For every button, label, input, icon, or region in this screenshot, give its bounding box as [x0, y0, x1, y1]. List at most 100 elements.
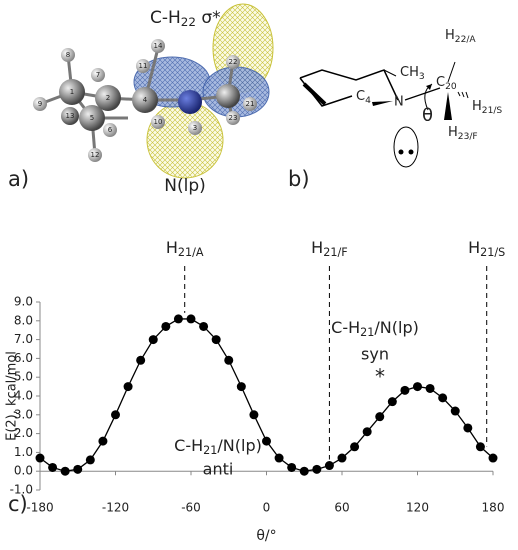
y-tick-label: 5.0	[14, 370, 33, 384]
data-point	[98, 436, 108, 446]
bold-bond	[302, 82, 327, 106]
arrow-head	[426, 84, 432, 90]
atom	[103, 123, 117, 137]
x-tick-label: 180	[482, 501, 505, 515]
lone-pair	[393, 126, 419, 168]
x-tick-label: 60	[334, 501, 349, 515]
wedge-bond	[372, 101, 393, 106]
orbital-lobe	[146, 101, 224, 179]
data-point	[450, 406, 460, 416]
atom-label: 3	[193, 124, 197, 132]
data-point	[463, 423, 473, 433]
atom	[61, 107, 79, 125]
atom-label: H21/S	[472, 99, 502, 116]
electron	[398, 149, 404, 155]
atom-label: 11	[139, 62, 148, 70]
atom	[59, 79, 85, 105]
label-main: H	[311, 238, 323, 257]
data-point	[262, 436, 271, 446]
y-axis-label: E(2), kcal/mol	[5, 351, 20, 441]
data-point	[85, 455, 95, 465]
atom-label: H22/A	[445, 28, 476, 45]
x-axis-label: θ/°	[256, 528, 276, 544]
x-tick-label: -120	[102, 501, 129, 515]
atom	[79, 105, 105, 131]
wedge-bond	[444, 92, 452, 120]
y-tick-label: 4.0	[14, 389, 33, 403]
data-point	[35, 453, 45, 463]
panel-b: CH3 H22/A C20 H21/S C4 N θ H23/F b)	[288, 28, 502, 192]
data-point	[413, 382, 422, 392]
data-point	[111, 410, 120, 420]
electron	[408, 149, 414, 155]
data-point	[199, 321, 209, 331]
atom	[243, 97, 257, 111]
data-point	[148, 335, 158, 345]
y-tick-label: 6.0	[14, 351, 33, 365]
atom	[95, 85, 121, 111]
bond	[447, 61, 456, 83]
data-point	[324, 461, 334, 471]
data-point	[161, 321, 171, 331]
label-main: C-H	[331, 318, 360, 337]
data-point	[186, 314, 196, 324]
x-tick-label: -180	[26, 501, 53, 515]
atom-label: 14	[154, 42, 163, 50]
data-point	[60, 466, 70, 476]
chart: -1.0 0.0 1.0 2.0 3.0 4.0 5.0 6.0 7.0 8.0 9.0 -180 -1…	[5, 238, 506, 545]
label-rest: /N(lp)	[217, 436, 261, 455]
atom-label: 22	[229, 58, 238, 66]
y-tick-label: 9.0	[14, 295, 33, 309]
data-point	[475, 442, 485, 452]
atom-label: 1	[70, 88, 74, 96]
atom-label: 23	[229, 114, 238, 122]
atom	[132, 87, 158, 113]
y-tick-label: 7.0	[14, 332, 33, 346]
data-point	[438, 393, 448, 403]
panel-label: a)	[8, 167, 29, 191]
atom-label: 2	[106, 94, 110, 102]
atom	[226, 111, 240, 125]
data-point	[274, 453, 284, 463]
data-point	[48, 462, 58, 472]
atom	[178, 90, 202, 114]
data-point	[488, 453, 498, 463]
data-point	[350, 442, 360, 452]
ring	[299, 69, 399, 107]
atom-label: 4	[143, 96, 148, 104]
data-point	[287, 462, 297, 472]
data-point	[362, 427, 372, 437]
marker-label: H21/S	[468, 238, 505, 260]
atom	[61, 48, 75, 62]
y-tick-label: 1.0	[14, 445, 33, 459]
x-tick-label: -60	[181, 501, 201, 515]
atom-label: H23/F	[448, 125, 478, 142]
data-point	[236, 382, 246, 392]
atom	[136, 59, 150, 73]
data-point	[299, 466, 309, 476]
data-point	[173, 314, 183, 324]
atom-label: C20	[436, 75, 457, 92]
y-tick-label: 8.0	[14, 313, 33, 327]
atom-label: 9	[38, 100, 42, 108]
atom	[188, 121, 202, 135]
y-tick-label: 0.0	[14, 464, 33, 478]
data-point	[312, 464, 322, 474]
hash-bond	[457, 91, 469, 99]
panel-label: b)	[288, 167, 310, 191]
label-main: H	[166, 238, 178, 257]
annotation: syn	[361, 345, 389, 364]
orbital-label: N(lp)	[164, 176, 206, 196]
label-sub: 21/F	[323, 246, 347, 259]
data-point	[73, 464, 83, 474]
atom	[33, 97, 47, 111]
curve	[39, 318, 494, 472]
atom-label: 6	[108, 126, 113, 134]
bond	[404, 87, 441, 101]
atom	[226, 55, 240, 69]
label-main: H	[468, 238, 480, 257]
atom	[151, 39, 165, 53]
atom	[151, 115, 165, 129]
y-tick-label: -1.0	[10, 483, 33, 497]
